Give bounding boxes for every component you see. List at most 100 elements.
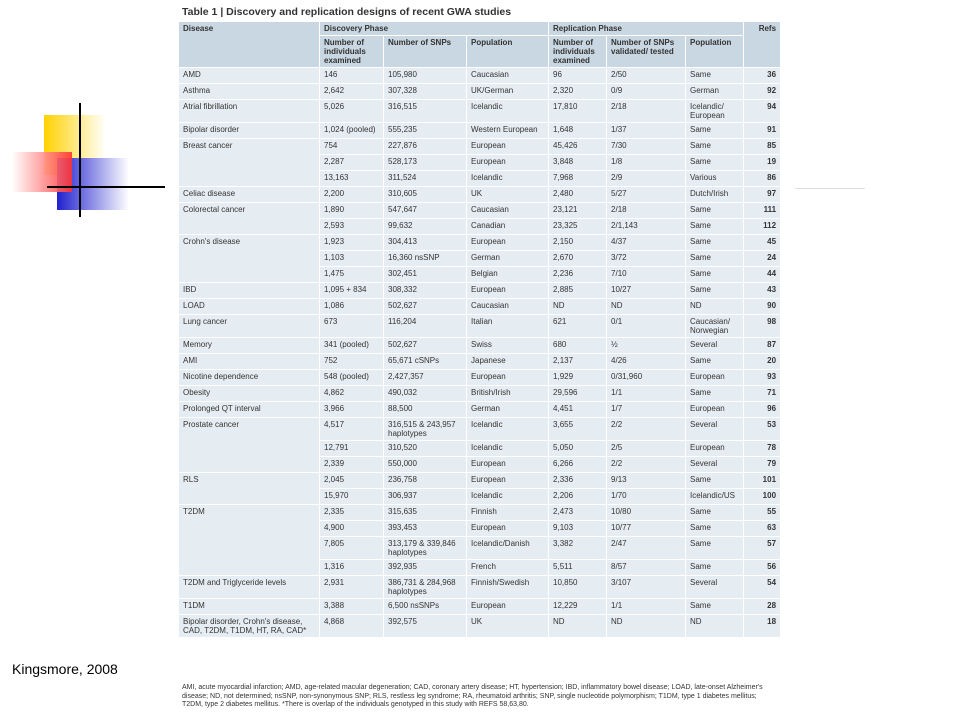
- data-cell: Same: [685, 504, 745, 521]
- data-cell: 2,473: [548, 504, 608, 521]
- data-cell: 105,980: [383, 67, 467, 84]
- table-row: T1DM 3,388 6,500 nsSNPs European 12,229 1/1 Sa…: [178, 598, 782, 615]
- data-cell: Same: [685, 353, 745, 370]
- ref-cell: 78: [743, 440, 782, 457]
- ref-cell: 55: [743, 504, 782, 521]
- data-cell: 12,791: [319, 440, 384, 457]
- data-cell: 4,451: [548, 401, 608, 418]
- data-cell: 673: [319, 314, 384, 338]
- disease-cell: Celiac disease: [178, 186, 320, 203]
- data-cell: 621: [548, 314, 608, 338]
- data-cell: 392,935: [383, 559, 467, 576]
- data-cell: 8/57: [606, 559, 687, 576]
- data-cell: 392,575: [383, 614, 467, 638]
- data-cell: 490,032: [383, 385, 467, 402]
- data-cell: German: [685, 83, 745, 100]
- data-cell: 306,937: [383, 488, 467, 505]
- data-cell: European: [465, 472, 550, 489]
- data-cell: 7/10: [606, 266, 687, 283]
- vertical-line: [79, 103, 81, 217]
- data-cell: 236,758: [383, 472, 467, 489]
- data-cell: 15,970: [319, 488, 384, 505]
- data-cell: 146: [319, 67, 384, 84]
- disease-cell: Prostate cancer: [178, 417, 320, 473]
- data-cell: 10,850: [548, 575, 608, 599]
- data-cell: 315,635: [383, 504, 467, 521]
- data-cell: Same: [685, 202, 745, 219]
- data-cell: 4/37: [606, 234, 687, 251]
- data-cell: 2/50: [606, 67, 687, 84]
- data-cell: Same: [685, 234, 745, 251]
- data-cell: 2,670: [548, 250, 608, 267]
- data-cell: 2,593: [319, 218, 384, 235]
- data-cell: Same: [685, 154, 745, 171]
- ref-cell: 79: [743, 456, 782, 473]
- data-cell: 13,163: [319, 170, 384, 187]
- table-row: Bipolar disorder 1,024 (pooled) 555,235 Wes…: [178, 122, 782, 139]
- data-cell: Same: [685, 67, 745, 84]
- data-cell: 304,413: [383, 234, 467, 251]
- data-cell: 550,000: [383, 456, 467, 473]
- disease-cell: Breast cancer: [178, 138, 320, 187]
- data-cell: European: [465, 520, 550, 537]
- data-cell: 2/1,143: [606, 218, 687, 235]
- data-cell: Same: [685, 385, 745, 402]
- data-cell: 316,515 & 243,957 haplotypes: [383, 417, 467, 441]
- data-cell: 2,427,357: [383, 369, 467, 386]
- data-cell: Italian: [465, 314, 550, 338]
- faint-line: [795, 188, 865, 189]
- data-cell: Various: [685, 170, 745, 187]
- data-cell: ND: [685, 614, 745, 638]
- data-cell: 9/13: [606, 472, 687, 489]
- data-cell: 2,236: [548, 266, 608, 283]
- data-cell: 2,339: [319, 456, 384, 473]
- data-cell: Icelandic/US: [685, 488, 745, 505]
- data-cell: Caucasian: [465, 67, 550, 84]
- data-cell: Icelandic: [465, 488, 550, 505]
- data-cell: 0/9: [606, 83, 687, 100]
- data-cell: 65,671 cSNPs: [383, 353, 467, 370]
- data-cell: 3/107: [606, 575, 687, 599]
- table-row: Obesity 4,862 490,032 British/Irish 29,596 1/…: [178, 385, 782, 402]
- table-row: T2DM and Triglyceride levels 2,931 386,731…: [178, 575, 782, 599]
- data-cell: 5,050: [548, 440, 608, 457]
- disease-cell: Nicotine dependence: [178, 369, 320, 386]
- data-cell: Icelandic/Danish: [465, 536, 550, 560]
- data-cell: 1,648: [548, 122, 608, 139]
- data-cell: 3,388: [319, 598, 384, 615]
- data-cell: 1/70: [606, 488, 687, 505]
- ref-cell: 85: [743, 138, 782, 155]
- ref-cell: 63: [743, 520, 782, 537]
- data-cell: Same: [685, 598, 745, 615]
- header-cell: Disease: [178, 21, 320, 68]
- data-cell: 2/2: [606, 417, 687, 441]
- data-cell: 680: [548, 337, 608, 354]
- data-cell: 2,931: [319, 575, 384, 599]
- data-cell: 6,266: [548, 456, 608, 473]
- data-cell: ND: [548, 298, 608, 315]
- disease-cell: Atrial fibrillation: [178, 99, 320, 123]
- data-cell: 2/2: [606, 456, 687, 473]
- table-row: Lung cancer 673 116,204 Italian 621 0/1 Caucas…: [178, 314, 782, 338]
- data-cell: Finnish: [465, 504, 550, 521]
- data-cell: 23,121: [548, 202, 608, 219]
- ref-cell: 112: [743, 218, 782, 235]
- data-cell: European: [465, 598, 550, 615]
- data-cell: 1/1: [606, 385, 687, 402]
- ref-cell: 92: [743, 83, 782, 100]
- ref-cell: 56: [743, 559, 782, 576]
- data-cell: 23,325: [548, 218, 608, 235]
- data-cell: 2/47: [606, 536, 687, 560]
- data-cell: European: [465, 234, 550, 251]
- disease-cell: Lung cancer: [178, 314, 320, 338]
- data-cell: 1,103: [319, 250, 384, 267]
- gwa-table: Disease Discovery Phase Replication Phase R…: [178, 21, 782, 638]
- disease-cell: Prolonged QT interval: [178, 401, 320, 418]
- ref-cell: 19: [743, 154, 782, 171]
- ref-cell: 43: [743, 282, 782, 299]
- data-cell: Same: [685, 520, 745, 537]
- data-cell: 7,968: [548, 170, 608, 187]
- ref-cell: 94: [743, 99, 782, 123]
- data-cell: 2,137: [548, 353, 608, 370]
- ref-cell: 98: [743, 314, 782, 338]
